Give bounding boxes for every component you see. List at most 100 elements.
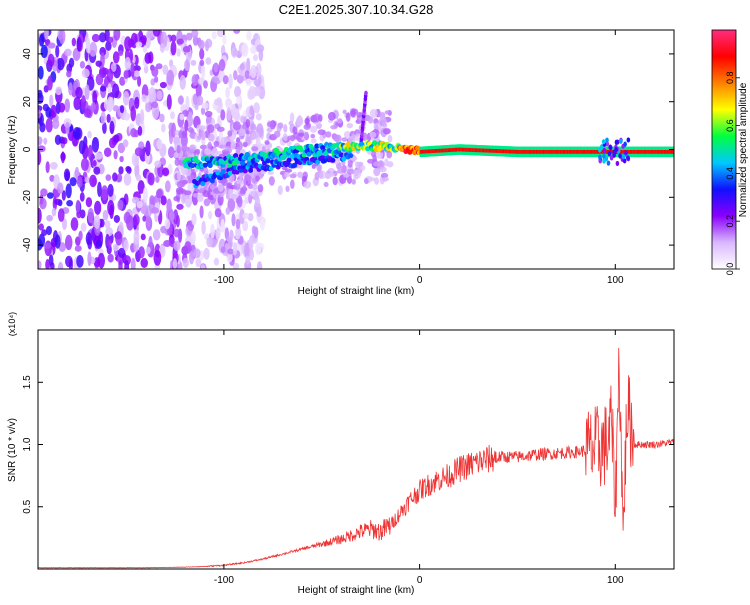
spectrogram-cell (256, 261, 263, 269)
spectrogram-cell (57, 261, 64, 269)
spectrogram-cell (231, 213, 236, 227)
spectrogram-cell (91, 33, 100, 43)
spectrogram-cell (514, 149, 517, 154)
spectrogram-cell (373, 167, 381, 177)
spectrogram-cell (94, 152, 103, 160)
snr-x-ticks: -100 0 100 (214, 330, 624, 586)
spectrogram-cell (143, 64, 149, 74)
spectrogram-cell (244, 70, 250, 79)
spectrogram-cell (66, 70, 72, 78)
spectrogram-cell (343, 172, 350, 178)
spectrogram-cell (113, 134, 120, 143)
spectrogram-cell (57, 208, 65, 222)
spectrogram-cell (284, 168, 293, 173)
spectrogram-cell (145, 246, 151, 255)
spectrogram-cell (201, 102, 209, 109)
spectrogram-cell (142, 215, 147, 222)
spectrogram-cell (252, 184, 259, 191)
spectrogram-cell (345, 112, 351, 122)
y-tick-label: 0 (22, 146, 33, 152)
spectrogram-cell (437, 148, 440, 153)
spectrogram-cell (78, 230, 83, 241)
spectrogram-cell (149, 195, 155, 205)
spectrogram-cell (47, 53, 55, 67)
spectrogram-cell (454, 147, 458, 152)
spectrogram-cell (264, 140, 270, 145)
spectrogram-cell (75, 86, 83, 99)
spectrogram-cell (189, 162, 196, 169)
spectrogram-cell (49, 174, 55, 182)
spectrogram-cell (602, 147, 607, 154)
spectrogram-cell (605, 149, 608, 154)
spectrogram-cell (565, 149, 568, 154)
spectrogram-cell (336, 157, 341, 162)
spectrogram-cell (466, 147, 469, 152)
spectrogram-cell (507, 149, 510, 154)
spectrogram-cell (118, 166, 124, 175)
spectrogram-cell (175, 214, 180, 228)
spectrogram-cell (54, 198, 62, 206)
spectrogram-cell (203, 167, 209, 176)
spectrogram-cell (427, 149, 431, 154)
spectrogram-cell (200, 107, 206, 115)
spectrogram-cell (164, 218, 171, 230)
x-tick-label: 100 (607, 575, 624, 586)
spectrogram-cell (199, 125, 206, 131)
spectrogram-cell (336, 161, 342, 170)
spectrogram-cell (100, 85, 107, 92)
spectrogram-cell (123, 211, 131, 224)
spectrogram-cell (576, 149, 580, 154)
spectrogram-cell (233, 70, 238, 81)
spectrogram-cell (521, 149, 524, 154)
spectrogram-cell (474, 148, 477, 153)
spectrogram-cell (249, 248, 255, 261)
spectrogram-cell (486, 148, 489, 153)
spectrogram-cell (505, 149, 508, 154)
spectrogram-cell (487, 148, 490, 153)
spectrogram-cell (119, 76, 126, 86)
spectrogram-cell (112, 51, 120, 64)
spectrogram-cell (185, 95, 190, 111)
spectrogram-cell (65, 121, 70, 135)
spectrogram-cell (548, 149, 551, 154)
spectrogram-cell (203, 80, 208, 89)
spectrogram-cell (246, 136, 252, 145)
spectrogram-cell (216, 30, 225, 38)
spectrogram-cell (369, 131, 377, 138)
spectrogram-cell (571, 149, 574, 154)
spectrogram-cell (227, 130, 233, 137)
spectrogram-cell (210, 223, 215, 239)
spectrogram-cell (142, 45, 148, 53)
spectrogram-cell (588, 149, 591, 154)
spectrogram-cell (100, 111, 106, 125)
spectrogram-cell (495, 149, 499, 153)
spectrogram-cell (306, 151, 312, 157)
spectrogram-cell (81, 68, 90, 78)
spectrogram-cell (439, 148, 442, 153)
spectrogram-cell (479, 148, 482, 153)
spectrogram-cell (601, 149, 604, 154)
spectrogram-cell (38, 260, 42, 269)
spectrogram-cell (318, 170, 324, 179)
spectrogram-cell (578, 149, 581, 154)
spectrogram-cell (220, 168, 226, 174)
spectrogram-cell (657, 149, 661, 154)
spectrogram-cell (119, 155, 124, 163)
spectrogram-cell (145, 102, 152, 113)
spectrogram-cell (98, 32, 107, 43)
spectrogram-cell (152, 30, 161, 37)
spectrogram-cell (66, 199, 74, 207)
spectrogram-cell (330, 125, 338, 130)
spectrogram-cell (56, 57, 65, 71)
spectrogram-cell (430, 149, 433, 154)
spectrogram-cell (549, 149, 553, 154)
spectrogram-cell (113, 214, 120, 223)
spectrogram-cell (103, 147, 112, 157)
spectrogram-cell (40, 44, 48, 59)
spectrogram-cell (207, 133, 215, 142)
spectrogram-cell (97, 252, 105, 269)
spectrogram-cell (301, 175, 308, 182)
spectrogram-cell (76, 37, 82, 52)
spectrogram-cell (184, 190, 192, 196)
spectrogram-cell (556, 149, 560, 154)
